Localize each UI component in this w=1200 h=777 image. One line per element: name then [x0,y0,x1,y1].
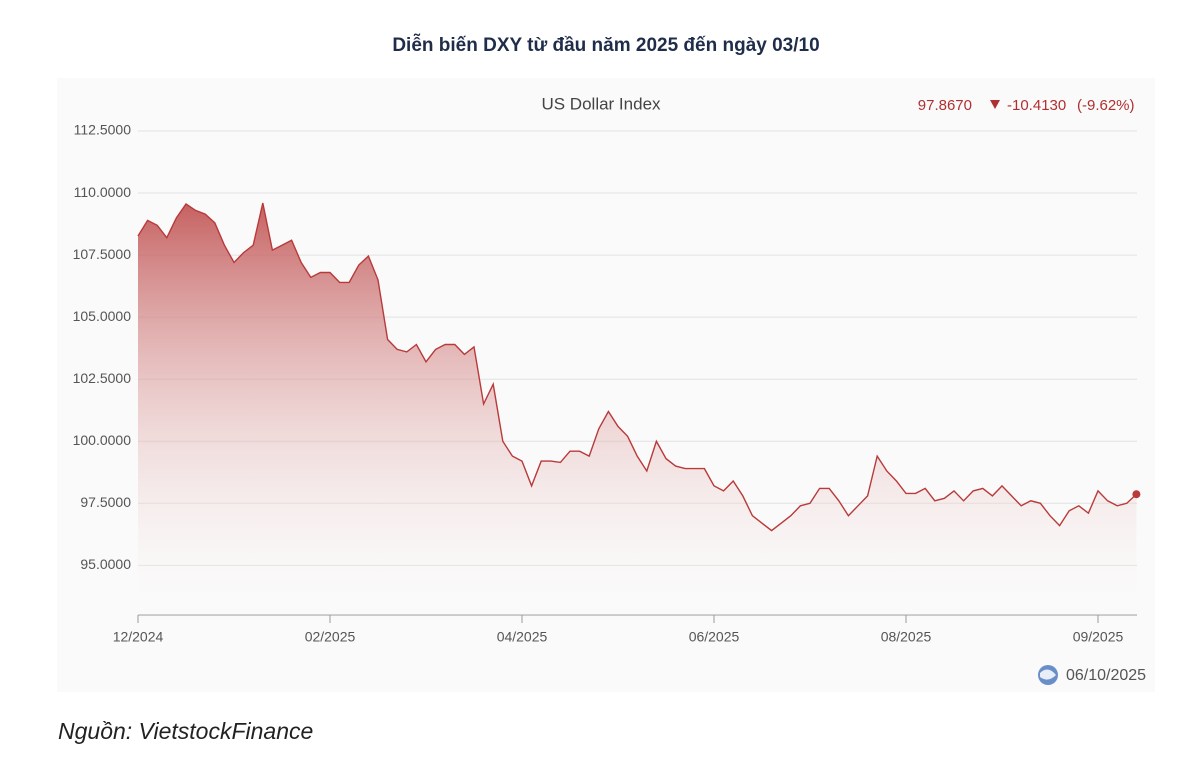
logo-icon-detail [1040,669,1056,680]
source: Nguồn: VietstockFinance [58,718,313,744]
y-tick-label: 97.5000 [80,494,131,510]
y-tick-label: 107.5000 [73,246,132,262]
y-tick-label: 110.0000 [74,184,132,200]
area-fill [138,203,1137,615]
chart-title: Diễn biến DXY từ đầu năm 2025 đến ngày 0… [392,34,819,56]
last-value: 97.8670 [918,97,972,114]
line [137,202,1137,532]
x-tick-label: 09/2025 [1073,629,1124,645]
x-tick-label: 04/2025 [497,629,548,645]
chart-subtitle: US Dollar Index [541,94,661,113]
x-tick-label: 12/2024 [113,629,164,645]
change-percent: (-9.62%) [1077,97,1135,114]
y-tick-label: 112.5000 [74,122,132,138]
last-point-marker [1132,490,1141,499]
x-tick-label: 02/2025 [305,629,356,645]
y-tick-label: 105.0000 [73,308,132,324]
y-tick-label: 102.5000 [73,370,132,386]
y-tick-label: 100.0000 [73,432,132,448]
x-tick-label: 06/2025 [689,629,740,645]
change: -10.4130 [1007,97,1066,114]
y-tick-label: 95.0000 [80,556,131,572]
down-arrow [990,100,1000,109]
date-label: 06/10/2025 [1066,667,1146,684]
x-tick-label: 08/2025 [881,629,932,645]
